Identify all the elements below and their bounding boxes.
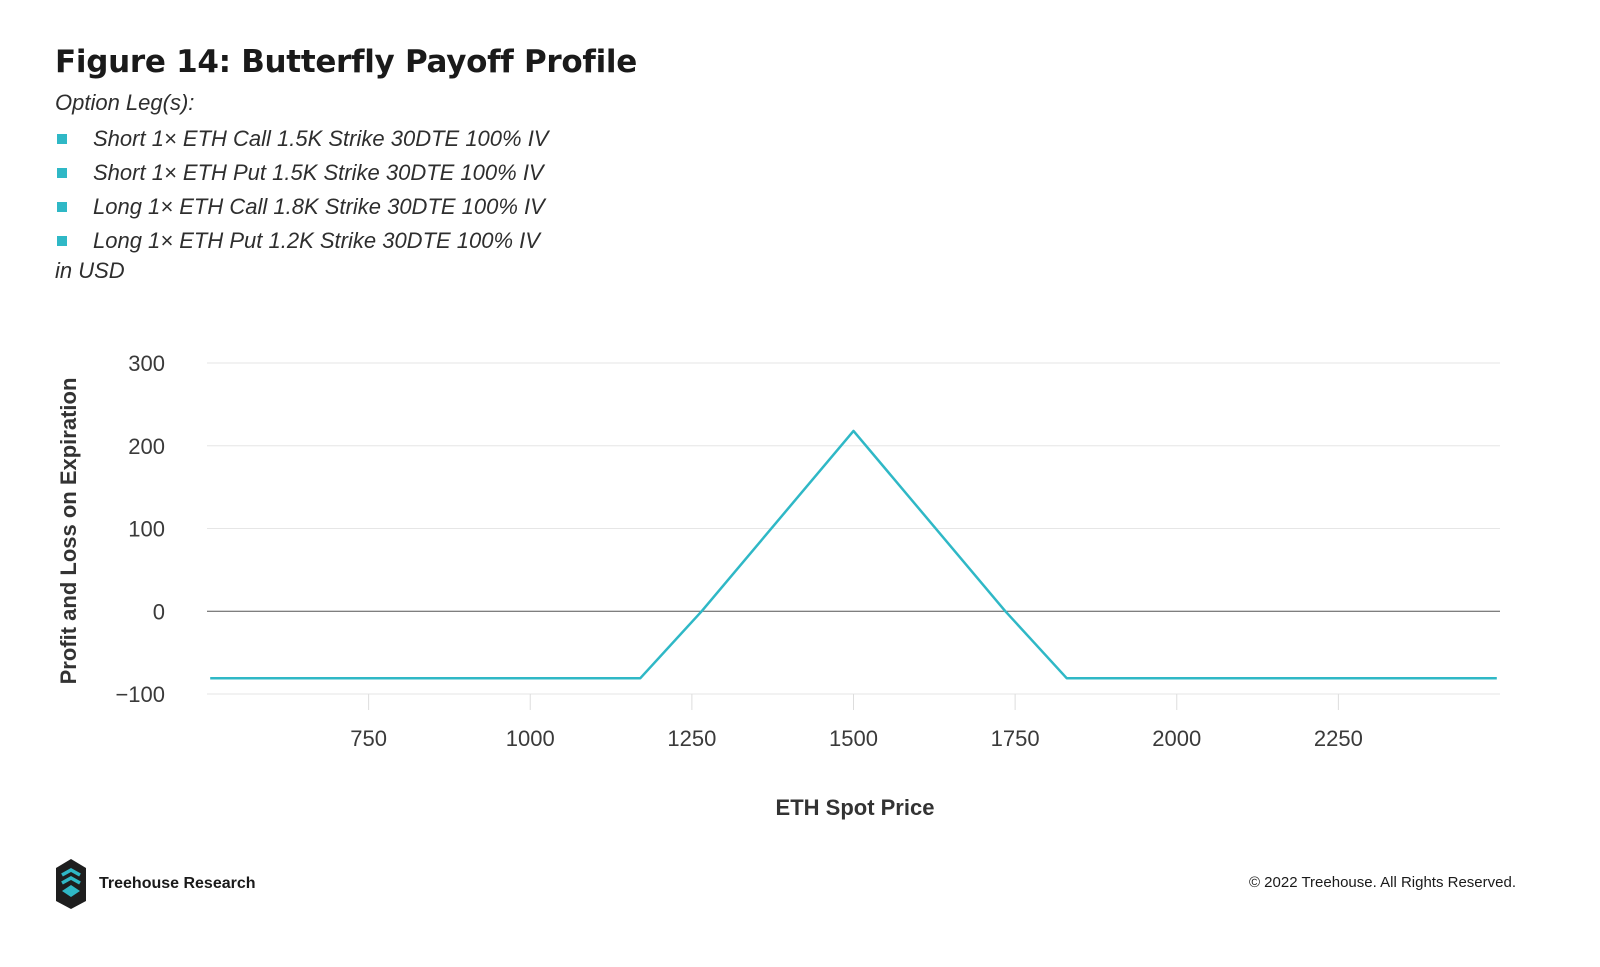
x-tick-label: 1750 [991, 726, 1040, 751]
y-tick-label: −100 [115, 682, 165, 707]
y-tick-label: 300 [128, 351, 165, 376]
option-leg-item: Short 1× ETH Call 1.5K Strike 30DTE 100%… [55, 122, 548, 156]
x-tick-label: 2250 [1314, 726, 1363, 751]
option-leg-label: Long 1× ETH Call 1.8K Strike 30DTE 100% … [93, 194, 545, 219]
option-leg-item: Long 1× ETH Put 1.2K Strike 30DTE 100% I… [55, 224, 548, 258]
bullet-icon [57, 168, 67, 178]
chart-title: Figure 14: Butterfly Payoff Profile [55, 44, 637, 80]
x-tick-label: 750 [350, 726, 387, 751]
x-axis-label: ETH Spot Price [776, 795, 935, 820]
option-leg-label: Short 1× ETH Call 1.5K Strike 30DTE 100%… [93, 126, 549, 151]
chart-subtitle: Option Leg(s): [55, 90, 195, 115]
treehouse-logo-icon [56, 859, 86, 909]
bullet-icon [57, 202, 67, 212]
bullet-icon [57, 236, 67, 246]
brand-name: Treehouse Research [99, 875, 256, 892]
payoff-line [210, 429, 1497, 680]
option-legs-list: Short 1× ETH Call 1.5K Strike 30DTE 100%… [55, 122, 548, 258]
bullet-icon [57, 134, 67, 144]
units-note: in USD [55, 258, 125, 283]
brand-block: Treehouse Research [55, 858, 256, 910]
series-layer [210, 429, 1497, 680]
x-tick-label: 1500 [829, 726, 878, 751]
grid-layer [207, 362, 1500, 710]
x-tick-label: 2000 [1152, 726, 1201, 751]
y-tick-label: 200 [128, 434, 165, 459]
option-leg-label: Short 1× ETH Put 1.5K Strike 30DTE 100% … [93, 160, 544, 185]
option-leg-item: Short 1× ETH Put 1.5K Strike 30DTE 100% … [55, 156, 548, 190]
option-leg-label: Long 1× ETH Put 1.2K Strike 30DTE 100% I… [93, 228, 540, 253]
x-tick-label: 1250 [667, 726, 716, 751]
y-tick-label: 0 [153, 599, 165, 624]
payoff-chart: −100 0 100 200 300 750 1000 1250 1500 1750 2000 225… [56, 351, 1500, 820]
tick-layer: −100 0 100 200 300 750 1000 1250 1500 1750 2000 225… [115, 351, 1362, 751]
option-leg-item: Long 1× ETH Call 1.8K Strike 30DTE 100% … [55, 190, 548, 224]
copyright-text: © 2022 Treehouse. All Rights Reserved. [1248, 874, 1516, 891]
y-tick-label: 100 [128, 517, 165, 542]
x-tick-label: 1000 [506, 726, 555, 751]
y-axis-label: Profit and Loss on Expiration [56, 378, 81, 685]
